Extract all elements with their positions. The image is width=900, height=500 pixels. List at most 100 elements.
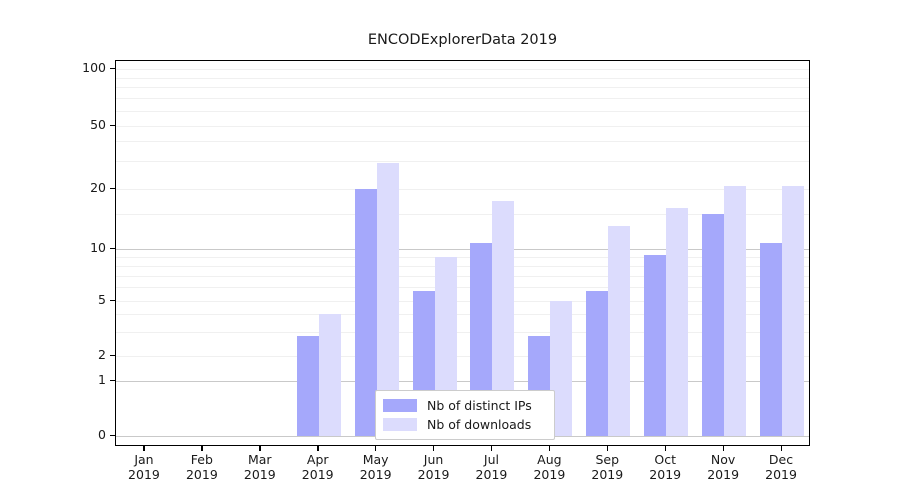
gridline-minor	[116, 87, 809, 89]
x-tick-mark	[143, 446, 145, 451]
y-tick-label: 10	[90, 240, 106, 255]
gridline	[116, 356, 809, 357]
x-tick-year: 2019	[707, 467, 740, 482]
x-tick-year: 2019	[243, 467, 276, 482]
x-tick-month: Mar	[247, 452, 272, 467]
x-tick-year: 2019	[417, 467, 450, 482]
x-tick-mark	[780, 446, 782, 451]
bar-dec-series-1	[782, 185, 805, 436]
x-tick-year: 2019	[185, 467, 218, 482]
x-tick-year: 2019	[533, 467, 566, 482]
bar-oct-series-0	[644, 255, 667, 436]
x-tick-label-jan: Jan 2019	[114, 452, 174, 482]
gridline-minor	[116, 331, 809, 333]
x-tick-month: Feb	[190, 452, 213, 467]
x-tick-year: 2019	[301, 467, 334, 482]
x-tick-month: Jan	[134, 452, 154, 467]
gridline-minor	[116, 161, 809, 163]
plot-area	[115, 60, 810, 446]
gridline	[116, 381, 809, 382]
x-tick-mark	[606, 446, 609, 451]
y-tick-mark	[110, 354, 115, 356]
x-tick-label-jun: Jun 2019	[404, 452, 464, 482]
gridline	[116, 189, 809, 190]
x-tick-mark	[490, 446, 493, 451]
x-tick-year: 2019	[591, 467, 624, 482]
x-tick-month: Oct	[654, 452, 677, 467]
x-tick-month: Jul	[483, 452, 499, 467]
legend-label: Nb of downloads	[427, 417, 532, 432]
legend-item-downloads: Nb of downloads	[383, 415, 547, 434]
x-tick-year: 2019	[128, 467, 160, 482]
legend-swatch-icon	[383, 418, 417, 431]
gridline	[116, 69, 809, 70]
gridline-minor	[116, 275, 809, 277]
x-tick-mark	[433, 446, 435, 451]
gridline-minor	[116, 111, 809, 112]
x-tick-label-nov: Nov 2019	[693, 452, 753, 482]
x-tick-label-feb: Feb 2019	[172, 452, 232, 482]
gridline-minor	[116, 98, 809, 100]
bar-may-series-0	[354, 189, 377, 436]
x-tick-mark	[259, 446, 261, 451]
chart-legend[interactable]: Nb of distinct IPs Nb of downloads	[375, 390, 555, 440]
gridline-minor	[116, 265, 809, 267]
legend-item-distinct-ips: Nb of distinct IPs	[383, 396, 547, 415]
legend-swatch-icon	[383, 399, 417, 412]
y-tick-mark	[110, 124, 115, 126]
x-tick-year: 2019	[649, 467, 682, 482]
y-tick-mark	[110, 67, 115, 69]
bar-jul-series-1	[492, 200, 515, 436]
x-tick-label-apr: Apr 2019	[288, 452, 348, 482]
x-tick-month: Jun	[423, 452, 444, 467]
bar-sep-series-0	[586, 291, 609, 436]
y-tick-label: 2	[98, 347, 106, 362]
x-tick-mark	[317, 446, 319, 451]
x-tick-label-mar: Mar 2019	[230, 452, 290, 482]
x-tick-year: 2019	[765, 467, 797, 482]
y-tick-label: 20	[90, 180, 106, 195]
legend-label: Nb of distinct IPs	[427, 398, 532, 413]
bar-apr-series-0	[296, 335, 319, 436]
x-tick-month: Apr	[306, 452, 329, 467]
gridline-minor	[116, 141, 809, 143]
y-tick-mark	[110, 247, 115, 249]
y-tick-mark	[110, 187, 115, 189]
gridline-minor	[116, 77, 809, 79]
x-tick-mark	[722, 446, 724, 451]
bar-nov-series-0	[702, 213, 725, 436]
x-tick-year: 2019	[475, 467, 508, 482]
x-tick-month: Dec	[768, 452, 794, 467]
bar-dec-series-0	[760, 243, 783, 436]
x-tick-mark	[548, 446, 551, 451]
gridline-minor	[116, 213, 809, 215]
x-tick-month: Sep	[595, 452, 620, 467]
x-tick-mark	[664, 446, 666, 451]
y-tick-mark	[110, 434, 115, 436]
gridline	[116, 249, 809, 250]
gridline	[116, 126, 809, 127]
x-tick-label-jul: Jul 2019	[461, 452, 521, 482]
y-tick-label: 0	[98, 427, 106, 442]
x-tick-label-sep: Sep 2019	[577, 452, 637, 482]
bar-nov-series-1	[724, 185, 747, 436]
y-tick-label: 100	[82, 60, 106, 75]
bar-apr-series-1	[318, 314, 341, 436]
y-tick-mark	[110, 299, 115, 301]
y-tick-label: 5	[98, 292, 106, 307]
x-tick-label-aug: Aug 2019	[519, 452, 579, 482]
bar-sep-series-1	[608, 226, 631, 436]
x-tick-month: Aug	[537, 452, 562, 467]
chart-title: ENCODExplorerData 2019	[367, 32, 558, 48]
y-tick-label: 50	[90, 117, 106, 132]
bar-aug-series-1	[550, 301, 573, 436]
bars-layer	[116, 61, 809, 445]
gridline-minor	[116, 287, 809, 289]
gridline-minor	[116, 256, 809, 258]
x-tick-mark	[375, 446, 377, 451]
y-tick-label: 1	[98, 372, 106, 387]
bar-jul-series-0	[470, 243, 493, 436]
x-tick-month: Nov	[710, 452, 736, 467]
x-tick-month: May	[362, 452, 389, 467]
